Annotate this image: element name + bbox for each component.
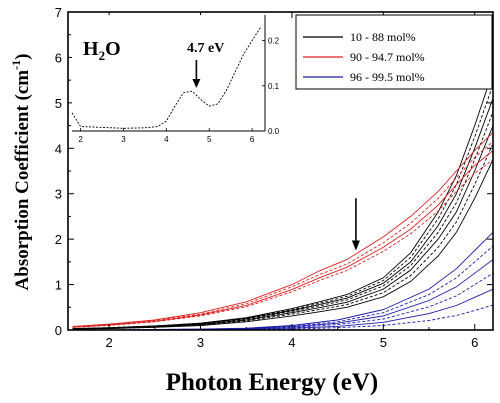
inset-x-tick-label: 3 (121, 135, 126, 144)
x-tick-label: 6 (471, 335, 478, 350)
legend-label: 96 - 99.5 mol% (350, 70, 425, 84)
y-tick-label: 2 (55, 232, 62, 247)
inset-y-tick-label: 0.2 (268, 37, 280, 46)
inset-label-o: O (105, 38, 121, 60)
inset-curve-line (71, 26, 262, 129)
inset-label: H2O (83, 38, 121, 63)
inset-label-h: H (83, 38, 99, 60)
y-axis-title-main: Absorption Coefficient (cm (12, 70, 33, 291)
inset-y-tick-label: 0.0 (268, 127, 280, 136)
series-line-group2-1 (72, 132, 493, 327)
inset-arrow-head (192, 79, 201, 89)
x-tick-label: 2 (106, 335, 113, 350)
series-line-group1-1 (72, 70, 493, 330)
legend-label: 90 - 94.7 mol% (350, 50, 425, 64)
series-line-group3-5 (72, 288, 493, 330)
legend-label: 10 - 88 mol% (350, 30, 416, 44)
annotation-arrow (351, 198, 360, 251)
inset-x-tick-label: 4 (164, 135, 169, 144)
y-tick-label: 6 (55, 50, 62, 65)
y-axis-title-sup: -1 (9, 60, 23, 70)
x-tick-label: 3 (197, 335, 204, 350)
y-tick-label: 4 (55, 141, 62, 156)
inset-curve (71, 26, 262, 129)
legend: 10 - 88 mol% 90 - 94.7 mol% 96 - 99.5 mol% (295, 14, 493, 90)
inset-y-tick-label: 0.1 (268, 82, 280, 91)
series-line-group1-2 (72, 84, 493, 330)
series-line-group1-6 (72, 143, 493, 330)
y-tick-label: 7 (55, 5, 62, 20)
inset-frame (72, 15, 265, 130)
axis-ticks: 2 3 4 5 6 0 1 2 3 4 5 6 7 (55, 5, 493, 350)
y-tick-label: 3 (55, 187, 62, 202)
series-line-group1-3 (72, 98, 493, 330)
y-axis-title: Absorption Coefficient (cm-1) (9, 54, 33, 291)
y-tick-label: 1 (55, 278, 62, 293)
series-line-group2-2 (72, 141, 493, 328)
arrow-head (351, 240, 360, 251)
inset-arrow (192, 60, 201, 89)
series-line-group3-4 (72, 272, 493, 330)
inset-x-tick-label: 5 (207, 135, 212, 144)
x-axis-title: Photon Energy (eV) (166, 369, 378, 396)
inset-annotation: 4.7 eV (187, 41, 224, 56)
series-line-group3-3 (72, 259, 493, 330)
series-line-group3-6 (72, 304, 493, 330)
series-line-group1-5 (72, 125, 493, 330)
y-tick-label: 5 (55, 96, 62, 111)
plot-lines (72, 70, 493, 330)
series-line-group2-4 (72, 159, 493, 328)
inset-x-tick-label: 2 (78, 135, 83, 144)
y-tick-label: 0 (55, 323, 62, 338)
x-tick-label: 5 (380, 335, 387, 350)
series-line-group2-3 (72, 150, 493, 328)
inset-plot: 2 3 4 5 60.00.10.2 H2O 4.7 eV (71, 15, 280, 144)
x-tick-label: 4 (288, 335, 295, 350)
y-axis-title-close: ) (12, 54, 33, 60)
series-line-group3-2 (72, 245, 493, 330)
series-line-group1-7 (72, 159, 493, 330)
inset-label-sub: 2 (99, 48, 106, 63)
inset-ticks: 2 3 4 5 6 0.0 0.1 0.2 (78, 37, 279, 144)
inset-x-tick-label: 6 (250, 135, 255, 144)
series-line-group1-4 (72, 111, 493, 330)
